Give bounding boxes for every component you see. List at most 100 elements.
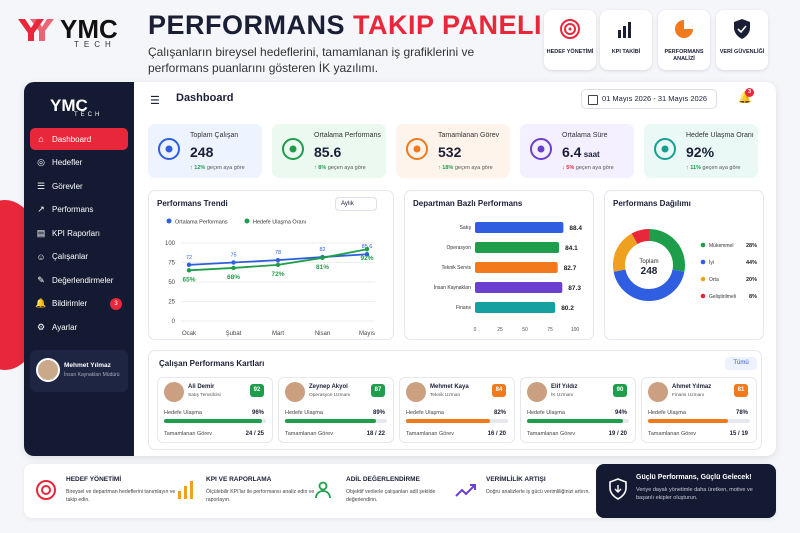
category-label: Finans [456,305,472,311]
avatar [406,382,426,402]
sidebar-item-1[interactable]: ⌂ Dashboard [30,128,128,150]
nav-badge: 3 [110,297,122,310]
donut-center-label: Toplam [639,259,658,265]
user-profile[interactable]: Mehmet Yılmaz İnsan Kaynakları Müdürü [30,350,128,392]
employee-name: Elif Yıldız [551,384,578,390]
stat-label: Tamamlanan Görev [438,132,500,139]
stat-label: Toplam Çalışan [190,132,239,139]
y-tick-label: 75 [168,261,175,267]
sidebar-item-5[interactable]: ▤ KPI Raporları [30,222,128,244]
goal-progress-fill [648,419,728,423]
sidebar-item-7[interactable]: ✎ Değerlendirmeler [30,269,128,291]
stat-unit: saat [581,150,600,159]
menu-icon[interactable]: ☰ [150,95,160,107]
bar-chart-icon [178,481,193,499]
sidebar-item-8[interactable]: 🔔 Bildirimler 3 [30,293,128,315]
employee-card[interactable]: Elif Yıldız İK Uzmanı 90 Hedefe Ulaşma 94% Ta… [520,377,636,443]
employee-role: İK Uzmanı [551,393,574,398]
target-icon [560,19,580,39]
bar [475,282,563,293]
goal-value: 94% [614,410,627,416]
data-point [186,268,192,273]
notification-bell-icon[interactable]: 🔔 3 [738,88,754,104]
sidebar-item-3[interactable]: ☰ Görevler [30,175,128,197]
date-range-picker[interactable]: 01 Mayıs 2026 - 31 Mayıs 2026 [581,89,717,109]
data-label: 72% [271,271,284,278]
sidebar-item-9[interactable]: ⚙ Ayarlar [30,316,128,338]
data-point [364,252,370,257]
goal-progress-fill [527,419,623,423]
legend-label: Geliştirilmeli [709,294,736,300]
stat-value: 532 [438,144,461,160]
legend-value: 28% [746,243,757,249]
bar [475,222,564,233]
data-label: 72 [186,255,192,261]
sidebar-item-label: Hedefler [52,158,83,167]
goal-value: 89% [372,410,385,416]
legend-value: 20% [746,277,757,283]
bar-value-label: 88.4 [569,225,582,232]
delta-value: ↑ 12% [190,165,206,171]
stat-card-2: Ortalama Performans 85.6 ↑ 8% geçen aya gö… [272,124,386,178]
y-tick-label: 50 [168,280,175,286]
dashboard-panel: YMC TECH ⌂ Dashboard ◎ Hedefler ☰ Görevler ↗ Per… [24,82,776,456]
legend-label: Mükemmel [709,243,733,249]
donut-center-value: 248 [641,266,658,277]
feature-4: VERİ GÜVENLİĞİ [716,10,768,70]
data-label: 82 [319,247,325,253]
cta-title: Güçlü Performans, Güçlü Gelecek! [636,474,752,481]
avatar [36,358,60,382]
x-tick-label: Şubat [226,331,242,337]
stat-label: Hedefe Ulaşma Oranı [686,132,754,139]
employee-card[interactable]: Zeynep Akyol Operasyon Uzmanı 87 Hedefe Ula… [278,377,394,443]
stat-card-1: Toplam Çalışan 248 ↑ 12% geçen aya göre [148,124,262,178]
x-tick-label: 100 [571,327,580,333]
x-tick-label: 50 [522,327,528,333]
legend-dot [700,276,706,282]
target-icon [280,136,306,162]
y-tick-label: 25 [168,300,175,306]
goal-progress-fill [406,419,490,423]
feature-label: PERFORMANS ANALİZİ [664,49,704,62]
home-icon: ⌂ [38,134,44,144]
employee-card[interactable]: Ali Demir Satış Temsilcisi 92 Hedefe Ulaşma… [157,377,273,443]
legend-item: Hedefe Ulaşma Oranı [244,218,306,226]
legend-dot [700,242,706,248]
stat-card-4: Ortalama Süre 6.4 saat ↓ 5% geçen aya göre [520,124,634,178]
sidebar-item-label: Çalışanlar [52,252,89,261]
legend-dot [700,293,706,299]
data-point [231,265,236,271]
clock-icon [528,136,554,162]
period-select[interactable]: Aylık [335,197,377,211]
sidebar-item-6[interactable]: ☺ Çalışanlar [30,246,128,268]
feature-label: VERİ GÜVENLİĞİ [719,49,765,55]
score-badge: 87 [371,384,385,397]
employee-card[interactable]: Ahmet Yılmaz Finans Uzmanı 81 Hedefe Ulaşma… [641,377,757,443]
data-label: 75 [230,253,236,259]
trend-icon [455,484,476,497]
employee-name: Ahmet Yılmaz [672,384,712,390]
employee-card[interactable]: Mehmet Kaya Teknik Uzman 84 Hedefe Ulaşma 82… [399,377,515,443]
sidebar: YMC TECH ⌂ Dashboard ◎ Hedefler ☰ Görevler ↗ Per… [24,82,134,456]
cta-banner: Güçlü Performans, Güçlü Gelecek! Veriye … [596,464,776,518]
score-badge: 84 [492,384,506,397]
legend-label: Orta [709,277,719,283]
bar-value-label: 80.2 [561,305,574,312]
x-tick-label: Ocak [182,331,197,337]
sidebar-item-4[interactable]: ↗ Performans [30,199,128,221]
category-label: İnsan Kaynakları [434,284,471,291]
view-all-button[interactable]: Tümü [725,357,757,370]
feature-3: PERFORMANS ANALİZİ [658,10,710,70]
employee-name: Ali Demir [188,384,215,390]
sidebar-item-2[interactable]: ◎ Hedefler [30,152,128,174]
bottom-feature-title: ADİL DEĞERLENDİRME [346,476,420,483]
data-point [231,260,236,265]
task-label: Tamamlanan Görev [527,431,575,437]
donut-slice [613,269,685,301]
performance-trend-card: Performans Trendi Aylık Ortalama Perform… [148,190,394,340]
data-label: 68% [227,274,240,281]
trend-chart: Ortalama Performans Hedefe Ulaşma Oranı 0 2… [165,218,375,337]
x-tick-label: Nisan [315,331,330,337]
brand-name: YMC [60,14,118,44]
legend-dot [700,259,706,265]
